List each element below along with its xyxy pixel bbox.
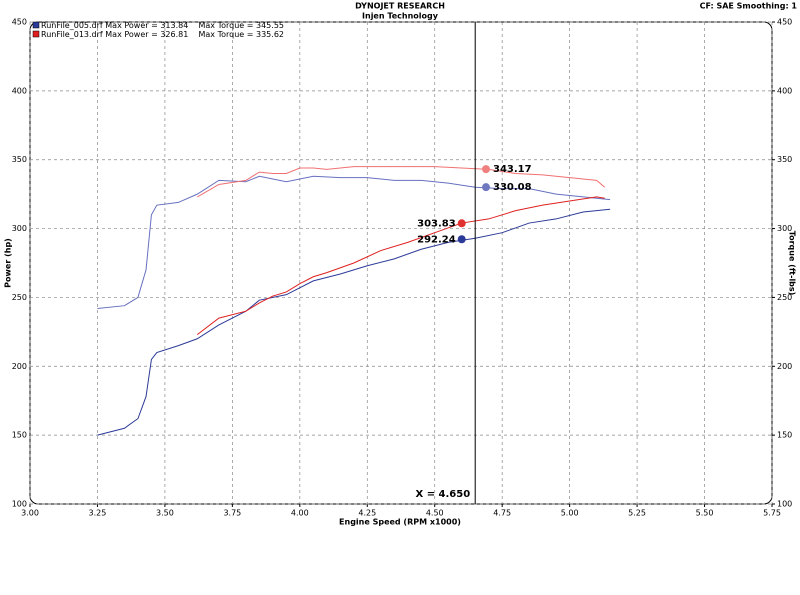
y2-tick-label: 450 xyxy=(777,18,792,27)
cursor-value: 330.08 xyxy=(493,182,532,193)
x-tick-label: 4.00 xyxy=(291,509,309,518)
y-tick-label: 350 xyxy=(12,155,27,164)
x-tick-label: 5.00 xyxy=(561,509,579,518)
cursor-value: 303.83 xyxy=(417,218,456,229)
y2-tick-label: 350 xyxy=(777,155,792,164)
y-tick-label: 300 xyxy=(12,224,27,233)
x-tick-label: 5.75 xyxy=(763,509,781,518)
y2-axis-title: Torque (ft-lbs) xyxy=(788,231,797,296)
y-tick-label: 100 xyxy=(12,500,27,509)
chart-title: DYNOJET RESEARCH xyxy=(355,2,445,11)
y2-tick-label: 100 xyxy=(777,500,792,509)
x-tick-label: 3.75 xyxy=(223,509,241,518)
cursor-label: X = 4.650 xyxy=(416,489,471,500)
plot-frame xyxy=(29,21,773,505)
legend-swatch xyxy=(32,21,40,29)
x-axis-title: Engine Speed (RPM x1000) xyxy=(339,518,461,527)
x-tick-label: 5.50 xyxy=(696,509,714,518)
x-tick-label: 4.25 xyxy=(358,509,376,518)
y2-tick-label: 250 xyxy=(777,293,792,302)
y2-tick-label: 400 xyxy=(777,86,792,95)
legend-label: RunFile_013.drf Max Power = 326.81 Max T… xyxy=(41,30,284,39)
y-tick-label: 200 xyxy=(12,362,27,371)
torque-line xyxy=(97,175,611,309)
x-tick-label: 5.25 xyxy=(628,509,646,518)
x-tick-label: 3.50 xyxy=(156,509,174,518)
legend-label: RunFile_005.drf Max Power = 313.84 Max T… xyxy=(41,21,284,30)
x-tick-label: 4.75 xyxy=(493,509,511,518)
legend-swatch xyxy=(32,30,40,38)
y-tick-label: 400 xyxy=(12,86,27,95)
x-tick-label: 3.00 xyxy=(21,509,39,518)
cursor-value: 343.17 xyxy=(493,164,532,175)
y-tick-label: 150 xyxy=(12,431,27,440)
x-tick-label: 4.50 xyxy=(426,509,444,518)
y2-tick-label: 150 xyxy=(777,431,792,440)
cursor-marker xyxy=(457,219,466,228)
y2-tick-label: 200 xyxy=(777,362,792,371)
y-tick-label: 250 xyxy=(12,293,27,302)
y-tick-label: 450 xyxy=(12,18,27,27)
cursor-marker xyxy=(481,165,490,174)
power-line xyxy=(196,196,605,336)
cursor-marker xyxy=(457,235,466,244)
cursor-marker xyxy=(481,183,490,192)
header-right: CF: SAE Smoothing: 1 xyxy=(700,2,798,11)
power-line xyxy=(97,208,611,436)
y-axis-title: Power (hp) xyxy=(4,238,13,288)
chart-subtitle: Injen Technology xyxy=(362,12,439,21)
torque-line xyxy=(197,166,606,198)
cursor-value: 292.24 xyxy=(417,234,456,245)
x-tick-label: 3.25 xyxy=(89,509,107,518)
y2-tick-label: 300 xyxy=(777,224,792,233)
